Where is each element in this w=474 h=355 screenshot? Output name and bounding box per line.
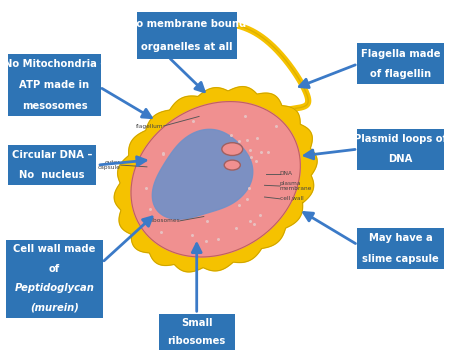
- Text: (murein): (murein): [30, 303, 79, 313]
- Text: outer
capsule: outer capsule: [98, 160, 121, 170]
- Text: Cell wall made: Cell wall made: [13, 244, 96, 255]
- FancyBboxPatch shape: [356, 129, 444, 170]
- Text: slime capsule: slime capsule: [362, 254, 439, 264]
- Polygon shape: [131, 102, 301, 257]
- Text: No Mitochondria –: No Mitochondria –: [4, 60, 105, 70]
- Text: ribosomes: ribosomes: [168, 336, 226, 346]
- Polygon shape: [114, 87, 317, 272]
- Text: No membrane bound: No membrane bound: [128, 19, 246, 29]
- FancyBboxPatch shape: [159, 314, 235, 350]
- Text: ATP made in: ATP made in: [19, 80, 90, 90]
- FancyBboxPatch shape: [6, 240, 103, 318]
- Text: mesosomes: mesosomes: [22, 101, 87, 111]
- Text: ribosomes: ribosomes: [149, 218, 180, 223]
- FancyBboxPatch shape: [8, 145, 96, 185]
- Text: DNA: DNA: [280, 171, 292, 176]
- FancyBboxPatch shape: [356, 228, 444, 269]
- Text: Flagella made: Flagella made: [361, 49, 440, 59]
- FancyBboxPatch shape: [137, 12, 237, 59]
- Ellipse shape: [224, 160, 240, 170]
- Text: plasma
membrane: plasma membrane: [280, 181, 312, 191]
- Text: DNA: DNA: [388, 154, 413, 164]
- Text: Circular DNA –: Circular DNA –: [12, 150, 92, 160]
- Text: cell wall: cell wall: [280, 196, 303, 201]
- Text: Plasmid loops of: Plasmid loops of: [354, 134, 447, 144]
- Text: Small: Small: [181, 318, 212, 328]
- Text: organelles at all: organelles at all: [141, 42, 233, 52]
- Text: of: of: [49, 264, 60, 274]
- FancyBboxPatch shape: [8, 54, 100, 116]
- Text: of flagellin: of flagellin: [370, 69, 431, 79]
- Text: Peptidoglycan: Peptidoglycan: [15, 283, 94, 294]
- Text: flagellum: flagellum: [136, 124, 164, 129]
- Text: No  nucleus: No nucleus: [19, 170, 85, 180]
- Polygon shape: [152, 129, 253, 219]
- Ellipse shape: [222, 143, 243, 155]
- FancyBboxPatch shape: [356, 43, 444, 84]
- Text: May have a: May have a: [369, 233, 432, 243]
